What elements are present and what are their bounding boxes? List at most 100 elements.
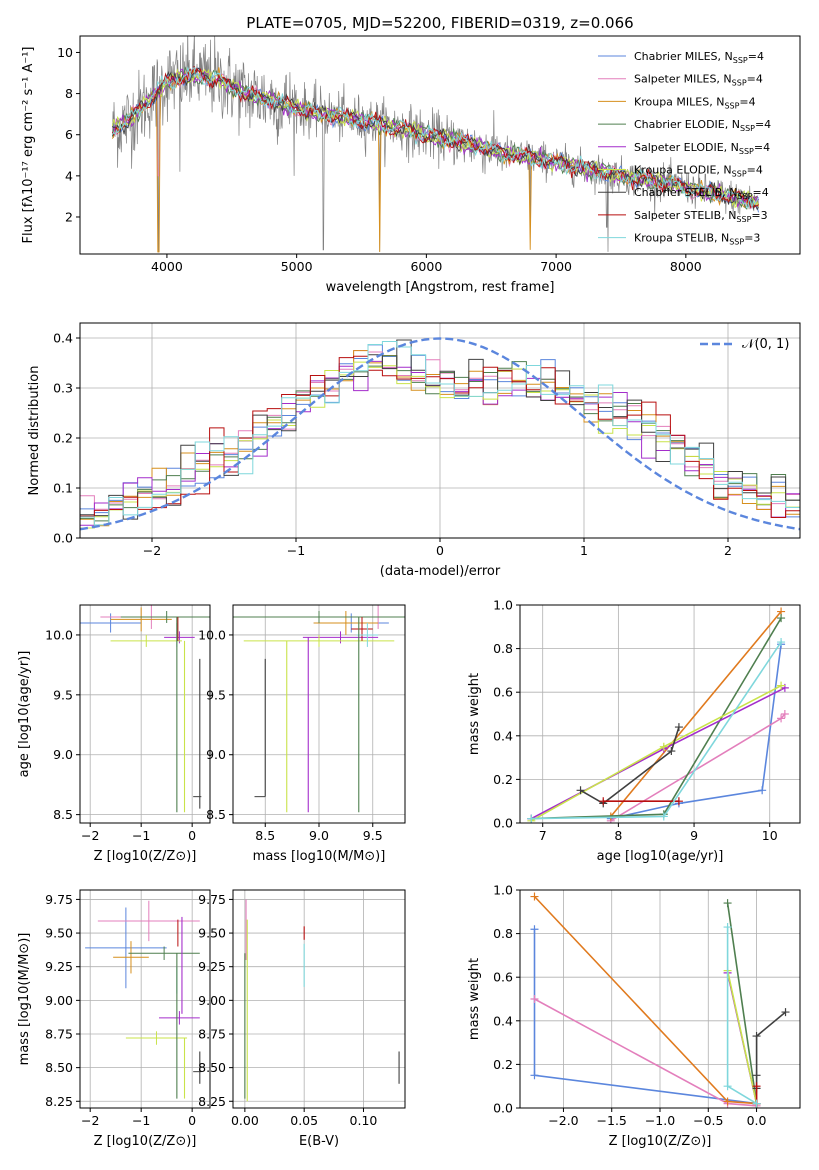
y-tick-label: 0.8 [493, 926, 513, 941]
weight-point-chabrier-miles [758, 786, 767, 795]
legend-count: =4 [753, 186, 769, 199]
weight-point-salpeter-miles [777, 714, 786, 723]
x-tick-label: −2 [143, 543, 161, 558]
legend-subscript: SSP [732, 79, 747, 88]
weight-line-chabrier-elodie [726, 902, 758, 1104]
y-tick-label: 9.0 [206, 747, 226, 762]
legend-subscript: SSP [736, 215, 751, 224]
x-tick-label: −2 [81, 828, 99, 843]
weight-point-kroupa-miles [723, 1097, 732, 1106]
weight-line-chabrier-stelib [580, 726, 680, 805]
y-tick-label: 10 [57, 45, 73, 60]
grid-lines [80, 890, 210, 1108]
plot-content [233, 605, 405, 813]
weight-point-salpeter-stelib [599, 797, 608, 806]
x-axis-label: Z [log10(Z/Z⊙)] [94, 1134, 197, 1149]
age-vs-mass-panel: 8.5 9.0 9.5 8.5 9.0 9.5 10.0 mass [log10(M/M⊙)] [198, 604, 406, 864]
x-tick-label: 7000 [540, 259, 572, 274]
legend-name: Salpeter ELODIE, N [634, 141, 739, 154]
x-tick-label: 0.10 [350, 1113, 378, 1128]
y-tick-label: 0.4 [493, 728, 513, 743]
y-tick-label: 8.75 [198, 1026, 226, 1041]
y-tick-label: 8.5 [53, 807, 73, 822]
legend-name: Kroupa ELODIE, N [634, 164, 732, 177]
weight-line-chabrier-elodie [531, 617, 782, 820]
model-spectrum-kroupa-elodie [111, 68, 759, 209]
mass-vs-extinction-panel: 0.00 0.05 0.10 8.25 8.50 8.75 9.00 9.25 9.50 9.75… [198, 889, 406, 1149]
axes-frame [79, 889, 211, 1109]
weight-point-chabrier-elodie [777, 614, 786, 623]
y-tick-label: 0.0 [493, 816, 513, 831]
legend-entry-chabrier-miles: Chabrier MILES, NSSP=4 [634, 50, 764, 65]
y-tick-label: 9.00 [198, 993, 226, 1008]
legend-name: Kroupa MILES, N [634, 95, 724, 108]
legend-count: =4 [739, 95, 755, 108]
legend-count: =3 [751, 209, 767, 222]
y-tick-label: 0.6 [493, 685, 513, 700]
x-tick-label: 9.5 [363, 828, 383, 843]
axes-frame [79, 604, 211, 824]
y-tick-label: 1.0 [493, 883, 513, 898]
legend-count: =4 [747, 73, 763, 86]
weight-line-chabrier-stelib [755, 1011, 787, 1089]
y-tick-label: 9.75 [45, 892, 73, 907]
legend-name: Chabrier STELIB, N [634, 186, 738, 199]
figure-title: PLATE=0705, MJD=52200, FIBERID=0319, z=0… [246, 14, 633, 32]
weight-point-salpeter-stelib [674, 797, 683, 806]
normal-distribution-curve [80, 337, 800, 531]
weight-point-kroupa-stelib [527, 814, 536, 823]
x-tick-label: 9 [690, 828, 698, 843]
weight-point-salpeter-elodie [780, 683, 789, 692]
y-axis-label: age [log10(age/yr)] [17, 651, 32, 778]
legend-name: Kroupa STELIB, N [634, 232, 729, 245]
y-tick-label: 0.2 [53, 431, 73, 446]
y-tick-label: 0.0 [493, 1101, 513, 1116]
x-tick-label: 8 [614, 828, 622, 843]
y-tick-label: 8.25 [198, 1094, 226, 1109]
y-tick-label: 2 [65, 209, 73, 224]
plot-content [111, 36, 759, 253]
histogram-kroupa-stelib [80, 341, 800, 538]
x-tick-label: 4000 [151, 259, 183, 274]
weight-point-chabrier-stelib [752, 1071, 761, 1080]
y-tick-label: 0.4 [53, 331, 73, 346]
y-tick-label: 9.0 [53, 747, 73, 762]
model-spectrum-salpeter-stelib [111, 65, 759, 209]
x-axis-label: Z [log10(Z/Z⊙)] [609, 1134, 712, 1149]
y-tick-label: 9.25 [45, 959, 73, 974]
histogram-salpeter-stelib [80, 355, 800, 538]
legend-entry-salpeter-elodie: Salpeter ELODIE, NSSP=4 [634, 141, 770, 156]
legend-subscript: SSP [724, 101, 739, 110]
y-tick-label: 0.3 [53, 381, 73, 396]
axes-frame [79, 322, 801, 539]
weight-point-chabrier-stelib [576, 786, 585, 795]
legend-entry-kroupa-stelib: Kroupa STELIB, NSSP=3 [634, 232, 760, 247]
model-spectrum-chabrier-stelib [112, 67, 759, 211]
y-tick-label: 10.0 [198, 627, 226, 642]
residuals-panel: −2 −1 0 1 2 0.0 0.1 0.2 0.3 0.4 (data-model)/error… [27, 322, 801, 579]
axes-frame [232, 604, 406, 824]
weight-point-kroupa-elodie [777, 681, 786, 690]
y-tick-label: 4 [65, 168, 73, 183]
y-axis-label: mass weight [467, 958, 482, 1040]
y-tick-label: 9.75 [198, 892, 226, 907]
y-tick-label: 9.5 [206, 687, 226, 702]
weight-point-chabrier-stelib [674, 723, 683, 732]
weight-point-salpeter-miles [780, 710, 789, 718]
y-tick-label: 9.5 [53, 687, 73, 702]
legend-name: Chabrier MILES, N [634, 50, 733, 63]
weight-point-kroupa-stelib [752, 1099, 761, 1108]
weight-point-kroupa-stelib [723, 1082, 732, 1091]
x-tick-label: −0.5 [693, 1113, 723, 1128]
legend-entry-kroupa-elodie: Kroupa ELODIE, NSSP=4 [634, 164, 763, 179]
y-tick-label: 0.8 [493, 641, 513, 656]
y-tick-label: 0.2 [493, 772, 513, 787]
y-tick-label: 8.50 [45, 1060, 73, 1075]
x-tick-label: 9.0 [309, 828, 329, 843]
legend-entry-salpeter-stelib: Salpeter STELIB, NSSP=3 [634, 209, 768, 224]
y-axis-label: Flux [fλ10⁻¹⁷ erg cm⁻² s⁻¹ A⁻¹] [21, 47, 36, 244]
weight-point-kroupa-stelib [777, 638, 786, 647]
y-tick-label: 9.50 [198, 926, 226, 941]
x-axis-label: (data-model)/error [380, 564, 501, 579]
y-tick-label: 8 [65, 86, 73, 101]
